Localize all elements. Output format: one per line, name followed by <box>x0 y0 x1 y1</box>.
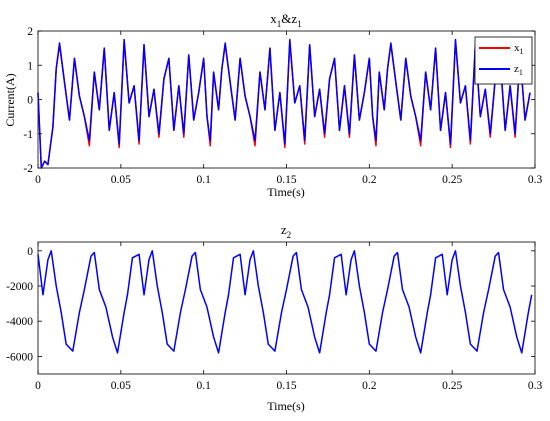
y-tick-label: -4000 <box>6 316 33 328</box>
y-tick-label: 1 <box>27 60 33 72</box>
series-line-1-0 <box>37 250 533 354</box>
x-tick-label: 0.3 <box>528 380 543 392</box>
x-tick-label: 0.1 <box>196 380 211 392</box>
chart1-legend: x1 z1 <box>474 36 533 85</box>
chart2-plot-area <box>37 241 536 375</box>
y-tick-label: -2000 <box>6 281 33 293</box>
chart2-series-group <box>37 250 533 354</box>
y-tick-label: 0 <box>27 95 33 107</box>
legend-label-x1: x1 <box>514 42 524 56</box>
chart1-title: x1&z1 <box>270 11 301 29</box>
y-tick-label: -1 <box>23 129 33 141</box>
chart2-title: z2 <box>281 222 291 240</box>
chart1-xlabel: Time(s) <box>267 185 305 199</box>
chart-z2: z2 0 0.05 0.1 0.15 0.2 0.25 0.3 0 -2000 -4000 -60… <box>6 222 542 413</box>
x-tick-label: 0.15 <box>276 174 296 186</box>
legend-label-z1: z1 <box>514 63 523 77</box>
legend-box <box>474 36 533 85</box>
x-tick-label: 0.2 <box>362 174 377 186</box>
x-tick-label: 0.25 <box>442 174 462 186</box>
chart1-y-ticks: -2 -1 0 1 2 <box>23 26 535 175</box>
chart-x1-z1: x1&z1 0 0.05 0.1 0.15 0.2 0.25 0.3 -2 -1 0 1 2 Tim… <box>3 11 542 199</box>
y-tick-label: 2 <box>27 26 33 38</box>
x-tick-label: 0.1 <box>196 174 211 186</box>
x-tick-label: 0.15 <box>276 380 296 392</box>
series-line-0-1 <box>37 38 531 169</box>
chart1-x-ticks: 0 0.05 0.1 0.15 0.2 0.25 0.3 <box>35 31 542 186</box>
x-tick-label: 0 <box>35 174 41 186</box>
x-tick-label: 0 <box>35 380 41 392</box>
y-tick-label: -6000 <box>6 351 33 363</box>
chart2-xlabel: Time(s) <box>267 399 305 413</box>
y-tick-label: 0 <box>27 246 33 258</box>
x-tick-label: 0.2 <box>362 380 377 392</box>
x-tick-label: 0.3 <box>528 174 543 186</box>
x-tick-label: 0.05 <box>111 380 131 392</box>
y-tick-label: -2 <box>23 163 33 175</box>
chart1-ylabel: Current(A) <box>3 73 17 126</box>
chart1-series-group <box>37 38 531 169</box>
chart2-x-ticks: 0 0.05 0.1 0.15 0.2 0.25 0.3 <box>35 242 542 392</box>
x-tick-label: 0.05 <box>111 174 131 186</box>
chart2-y-ticks: 0 -2000 -4000 -6000 <box>6 246 535 363</box>
x-tick-label: 0.25 <box>442 380 462 392</box>
